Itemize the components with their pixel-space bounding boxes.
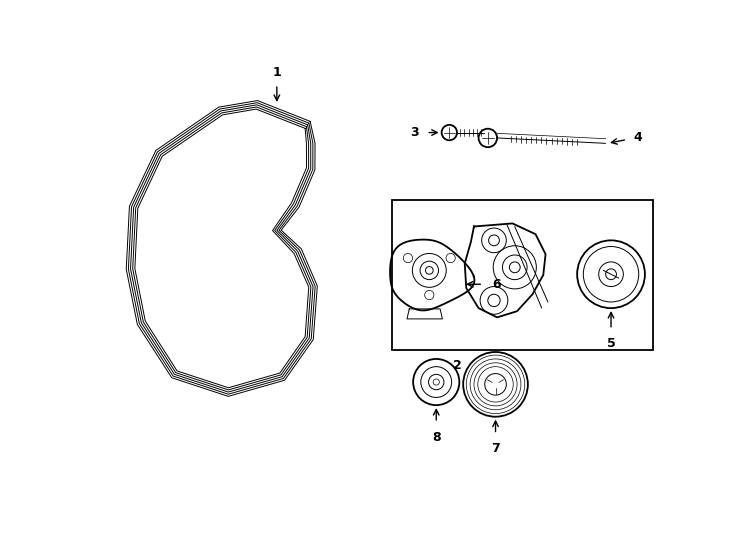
Text: 6: 6 [493, 278, 501, 291]
Bar [393, 200, 653, 350]
Text: 4: 4 [633, 131, 642, 144]
Text: 3: 3 [410, 126, 418, 139]
Text: 7: 7 [491, 442, 500, 455]
Text: 8: 8 [432, 430, 440, 443]
Text: 5: 5 [606, 338, 615, 350]
Text: 2: 2 [453, 359, 462, 372]
Text: 1: 1 [272, 66, 281, 79]
